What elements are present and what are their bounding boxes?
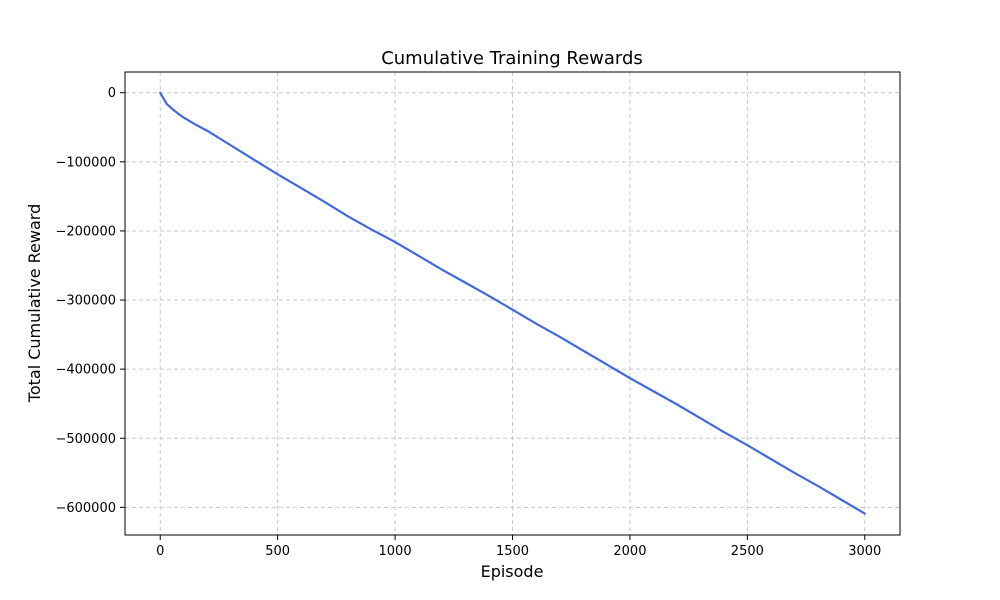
x-tick-label: 2000 [613, 544, 646, 559]
series-layer [159, 91, 866, 515]
x-tick-label: 1000 [379, 544, 412, 559]
x-axis-ticks: 0 500 1000 1500 2000 2500 3000 [156, 535, 881, 559]
x-tick-label: 3000 [848, 544, 881, 559]
y-tick-label: −400000 [55, 363, 116, 378]
y-tick-label: −200000 [55, 224, 116, 239]
x-tick-label: 0 [156, 544, 164, 559]
grid [125, 72, 900, 535]
y-axis-ticks: 0 −100000 −200000 −300000 −400000 −500000 −600… [55, 86, 125, 516]
x-axis-label: Episode [481, 562, 544, 581]
y-tick-label: −600000 [55, 501, 116, 516]
reward-series-line [159, 91, 866, 515]
y-tick-label: −300000 [55, 294, 116, 309]
y-tick-label: −500000 [55, 432, 116, 447]
y-tick-label: −100000 [55, 155, 116, 170]
x-tick-label: 1500 [496, 544, 529, 559]
y-tick-label: 0 [108, 86, 116, 101]
chart-title: Cumulative Training Rewards [381, 48, 643, 69]
x-tick-label: 500 [265, 544, 290, 559]
x-tick-label: 2500 [731, 544, 764, 559]
y-axis-label: Total Cumulative Reward [25, 204, 44, 403]
